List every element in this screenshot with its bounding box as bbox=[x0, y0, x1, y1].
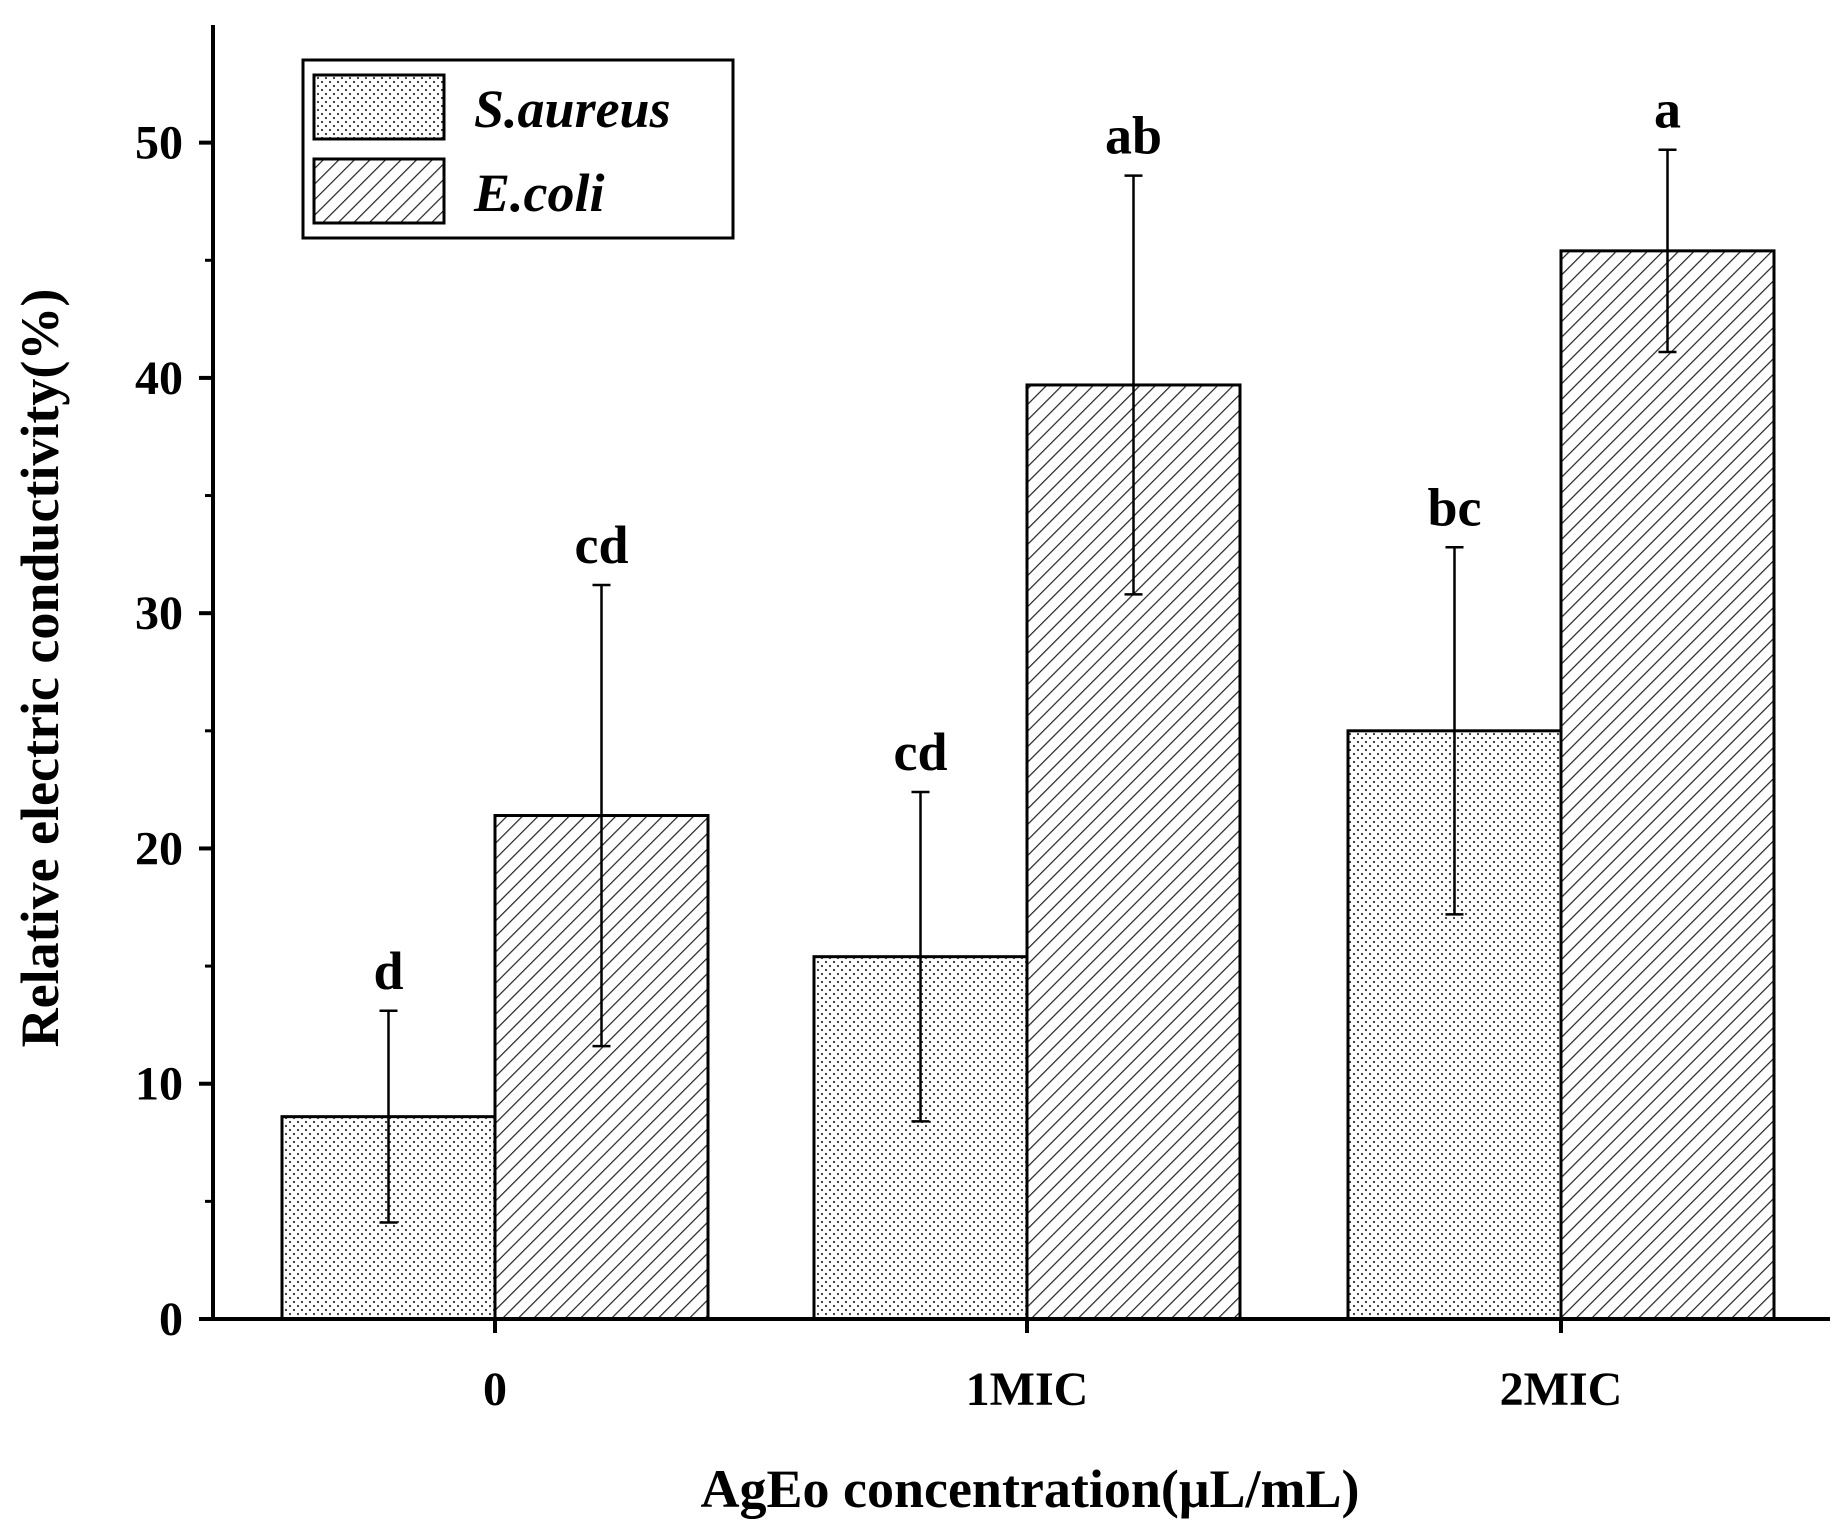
y-tick-label: 30 bbox=[135, 587, 183, 640]
significance-label-e-coli-2mic: a bbox=[1654, 80, 1681, 140]
legend-swatch-s-aureus bbox=[312, 73, 446, 141]
significance-label-s-aureus-0: d bbox=[373, 941, 403, 1001]
bar-e-coli-2mic bbox=[1559, 249, 1776, 1321]
y-tick-label: 50 bbox=[135, 117, 183, 170]
significance-label-e-coli-0: cd bbox=[575, 515, 629, 575]
x-tick-label-2mic: 2MIC bbox=[1500, 1363, 1623, 1416]
x-tick-label-1mic: 1MIC bbox=[966, 1363, 1089, 1416]
significance-label-e-coli-1mic: ab bbox=[1105, 106, 1162, 166]
y-tick-label: 0 bbox=[159, 1293, 183, 1346]
y-axis-ticks: 0 10 20 30 40 50 bbox=[135, 117, 213, 1346]
y-tick-label: 40 bbox=[135, 352, 183, 405]
y-tick-label: 20 bbox=[135, 822, 183, 875]
x-axis-ticks: 0 1MIC 2MIC bbox=[483, 1319, 1622, 1416]
y-axis-title: Relative electric conductivity(%) bbox=[10, 289, 70, 1048]
significance-label-s-aureus-1mic: cd bbox=[894, 722, 948, 782]
x-tick-label-0: 0 bbox=[483, 1363, 507, 1416]
bars-layer bbox=[280, 249, 1776, 1321]
y-tick-label: 10 bbox=[135, 1058, 183, 1111]
legend: S.aureus E.coli bbox=[301, 58, 735, 240]
x-axis-title: AgEo concentration(μL/mL) bbox=[700, 1459, 1359, 1519]
legend-label-e-coli: E.coli bbox=[473, 163, 605, 223]
legend-label-s-aureus: S.aureus bbox=[474, 79, 671, 139]
significance-label-s-aureus-2mic: bc bbox=[1428, 477, 1482, 537]
significance-labels-layer: d cd bc cd ab a bbox=[373, 80, 1681, 1001]
legend-swatch-e-coli bbox=[312, 157, 446, 225]
error-bars-layer bbox=[379, 148, 1677, 1224]
